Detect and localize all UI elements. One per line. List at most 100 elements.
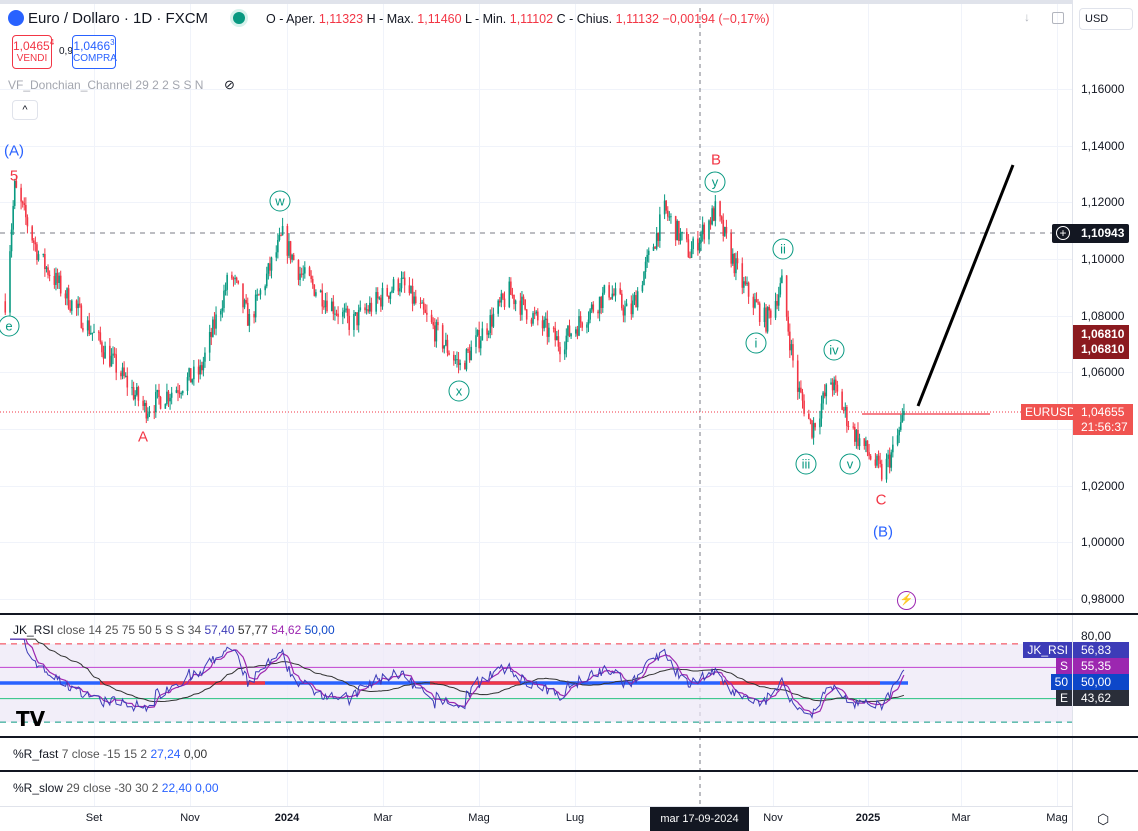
candle-body xyxy=(552,327,555,329)
candle-body xyxy=(99,332,102,343)
alert-price-2: 1,06810 xyxy=(1081,342,1125,356)
candle-body xyxy=(831,382,834,391)
candle-body xyxy=(47,267,49,275)
candle-body xyxy=(548,327,550,337)
candle-body xyxy=(200,365,203,371)
candle-body xyxy=(903,410,905,416)
candle-body xyxy=(115,354,117,373)
candle-body xyxy=(887,454,889,459)
candle-body xyxy=(232,278,235,280)
r-fast-legend[interactable]: %R_fast 7 close -15 15 2 27,24 0,00 xyxy=(13,747,207,761)
candle-body xyxy=(758,303,761,323)
candle-body xyxy=(213,319,216,329)
candle-body xyxy=(719,201,721,217)
candle-body xyxy=(565,335,568,350)
candle-body xyxy=(885,458,888,480)
alert-price-tag[interactable]: 1,06810 1,06810 xyxy=(1073,325,1129,359)
candle-body xyxy=(633,295,636,301)
candle-body xyxy=(687,239,690,258)
rsi-legend[interactable]: JK_RSI close 14 25 75 50 5 S S 34 57,40 … xyxy=(13,623,335,637)
candle-body xyxy=(433,325,436,342)
candle-body xyxy=(498,300,501,303)
candle-body xyxy=(736,258,739,264)
sell-button[interactable]: 1,04654 VENDI xyxy=(12,35,54,69)
candle-body xyxy=(568,325,571,337)
close-label: C - Chius. xyxy=(556,12,613,26)
pane-separator[interactable] xyxy=(0,613,1138,615)
candle-body xyxy=(148,411,151,414)
candle-body xyxy=(609,297,612,299)
alert-price-1: 1,06810 xyxy=(1081,327,1125,341)
candle-body xyxy=(32,240,35,243)
indicator-legend[interactable]: VF_Donchian_Channel 29 2 2 S S N xyxy=(8,78,204,92)
candle-body xyxy=(315,292,317,296)
price-chart[interactable] xyxy=(0,0,1072,806)
candle-body xyxy=(109,345,111,367)
candle-body xyxy=(156,389,159,393)
candle-body xyxy=(754,299,756,308)
candle-body xyxy=(388,295,390,299)
r-fast-params: 7 close -15 15 2 xyxy=(61,747,148,761)
r-slow-legend[interactable]: %R_slow 29 close -30 30 2 22,40 0,00 xyxy=(13,781,219,795)
candle-body xyxy=(288,241,290,256)
pane-separator[interactable] xyxy=(0,770,1138,772)
candle-body xyxy=(177,390,179,393)
wave-label-A: A xyxy=(137,428,149,446)
candle-body xyxy=(110,355,113,367)
lightning-icon[interactable]: ⚡ xyxy=(897,591,916,610)
add-plus-icon[interactable]: + xyxy=(1056,226,1070,240)
candle-body xyxy=(69,308,72,311)
crosshair-date-tag: mar 17-09-2024 xyxy=(650,807,749,831)
candle-body xyxy=(386,288,389,296)
wave-label-e: e xyxy=(0,315,20,337)
download-arrow-icon[interactable]: ↓ xyxy=(1024,10,1030,24)
candle-body xyxy=(508,281,511,308)
candle-body xyxy=(297,260,300,280)
candle-body xyxy=(90,333,92,335)
candle-body xyxy=(143,402,146,406)
candle-body xyxy=(155,392,157,413)
candle-body xyxy=(123,367,125,376)
candle-body xyxy=(421,302,423,304)
wave-label-y: y xyxy=(704,171,726,193)
candle-body xyxy=(724,226,726,236)
collapse-chevron-up-icon[interactable]: ^ xyxy=(12,100,38,120)
candle-body xyxy=(45,267,48,270)
candle-body xyxy=(308,267,311,276)
candle-body xyxy=(479,340,482,349)
candle-body xyxy=(487,332,490,335)
time-tick: Mar xyxy=(951,812,971,824)
candle-body xyxy=(600,296,602,308)
rsi-tag-label: 50 xyxy=(1050,674,1072,690)
candle-body xyxy=(413,296,415,304)
candle-body xyxy=(597,311,599,314)
candle-body xyxy=(497,300,499,314)
candle-body xyxy=(330,301,333,312)
candle-body xyxy=(701,224,704,235)
candle-body xyxy=(579,316,582,323)
eye-hidden-icon[interactable]: ⊘ xyxy=(224,77,235,92)
fullscreen-square-icon[interactable] xyxy=(1052,12,1064,24)
candle-body xyxy=(286,226,289,256)
symbol-title[interactable]: Euro / Dollaro · 1D · FXCM xyxy=(28,10,209,27)
candle-body xyxy=(755,299,758,303)
r-slow-value-2: 0,00 xyxy=(195,781,219,795)
candle-body xyxy=(700,234,702,243)
crosshair-price-tag[interactable]: + 1,10943 xyxy=(1052,224,1129,243)
candle-body xyxy=(243,300,246,308)
candle-body xyxy=(586,324,588,328)
candle-body xyxy=(389,292,392,299)
candle-body xyxy=(698,242,701,251)
candle-body xyxy=(896,435,899,445)
candle-body xyxy=(4,301,7,313)
candle-body xyxy=(126,375,129,388)
candle-body xyxy=(668,216,671,218)
candle-body xyxy=(746,282,748,285)
currency-dropdown[interactable]: USD xyxy=(1079,8,1133,30)
pane-separator[interactable] xyxy=(0,736,1138,738)
candle-body xyxy=(311,278,314,285)
settings-gear-icon[interactable]: ⬡ xyxy=(1097,811,1110,827)
candle-body xyxy=(464,362,466,370)
ohlc-legend: O - Aper. 1,11323 H - Max. 1,11460 L - M… xyxy=(266,12,770,26)
buy-button[interactable]: 1,04663 COMPRA xyxy=(72,35,117,69)
